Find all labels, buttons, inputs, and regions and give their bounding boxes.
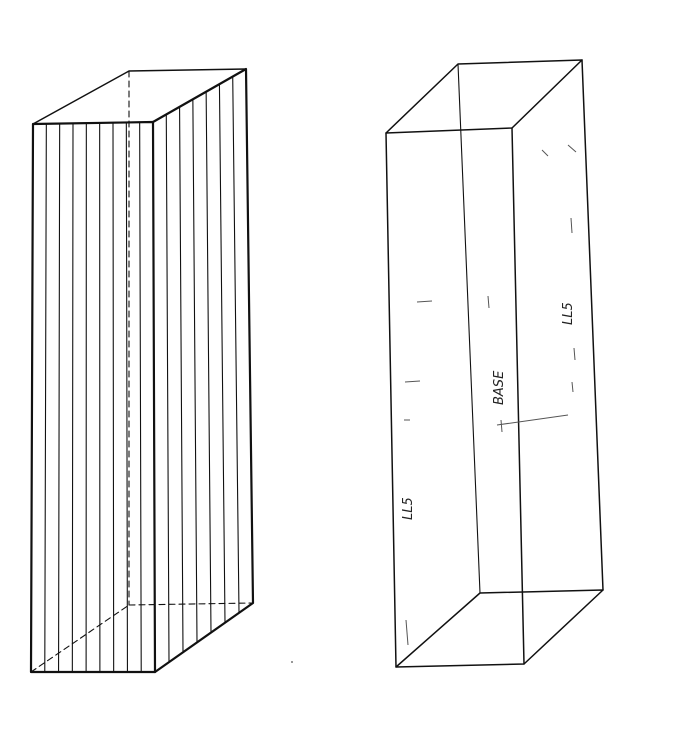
construction-mark — [487, 295, 490, 309]
left-box-stripe — [232, 76, 240, 614]
right-box-back-left-edge — [457, 63, 481, 594]
construction-mark — [573, 347, 576, 361]
construction-mark — [541, 149, 549, 157]
construction-mark — [404, 380, 421, 383]
annotation-middle: BASE — [492, 370, 507, 405]
left-box-stripe — [192, 98, 198, 643]
left-box-stripes — [44, 76, 240, 673]
right-wireframe-box: LL5 BASE LL5 — [385, 59, 604, 668]
left-box-stripe — [165, 113, 170, 663]
left-box-stripe — [139, 121, 142, 673]
left-box-stripe — [112, 122, 115, 673]
annotation-right: LL5 — [561, 302, 576, 325]
construction-mark — [416, 300, 433, 303]
construction-mark — [571, 381, 574, 393]
construction-mark — [496, 414, 569, 426]
stray-mark — [291, 661, 293, 663]
annotation-front-left: LL5 — [401, 497, 416, 520]
left-box-stripe — [44, 123, 47, 673]
right-box-top-face — [385, 59, 583, 134]
left-box-stripe — [58, 123, 61, 673]
left-box-stripe — [71, 122, 74, 673]
left-box-stripe — [218, 83, 226, 624]
left-box-hidden-bottom-edge-left — [30, 604, 130, 673]
left-box-stripe — [179, 106, 184, 653]
construction-mark — [500, 419, 503, 433]
construction-mark — [567, 144, 577, 153]
construction-mark — [405, 619, 409, 646]
left-box-stripe — [125, 121, 128, 673]
left-box-hidden-bottom-edge-back — [128, 602, 254, 606]
right-box-back-right-edge — [581, 59, 604, 591]
right-box-front-left-edge — [385, 132, 397, 668]
left-striped-box — [29, 67, 255, 674]
left-box-top-face — [32, 68, 247, 125]
right-box-bottom-face — [395, 589, 604, 668]
construction-mark — [570, 217, 573, 234]
right-box-front-right-edge — [511, 127, 525, 665]
left-box-front-face — [29, 120, 157, 674]
left-box-side-face — [151, 67, 255, 674]
left-box-stripe — [205, 91, 212, 634]
